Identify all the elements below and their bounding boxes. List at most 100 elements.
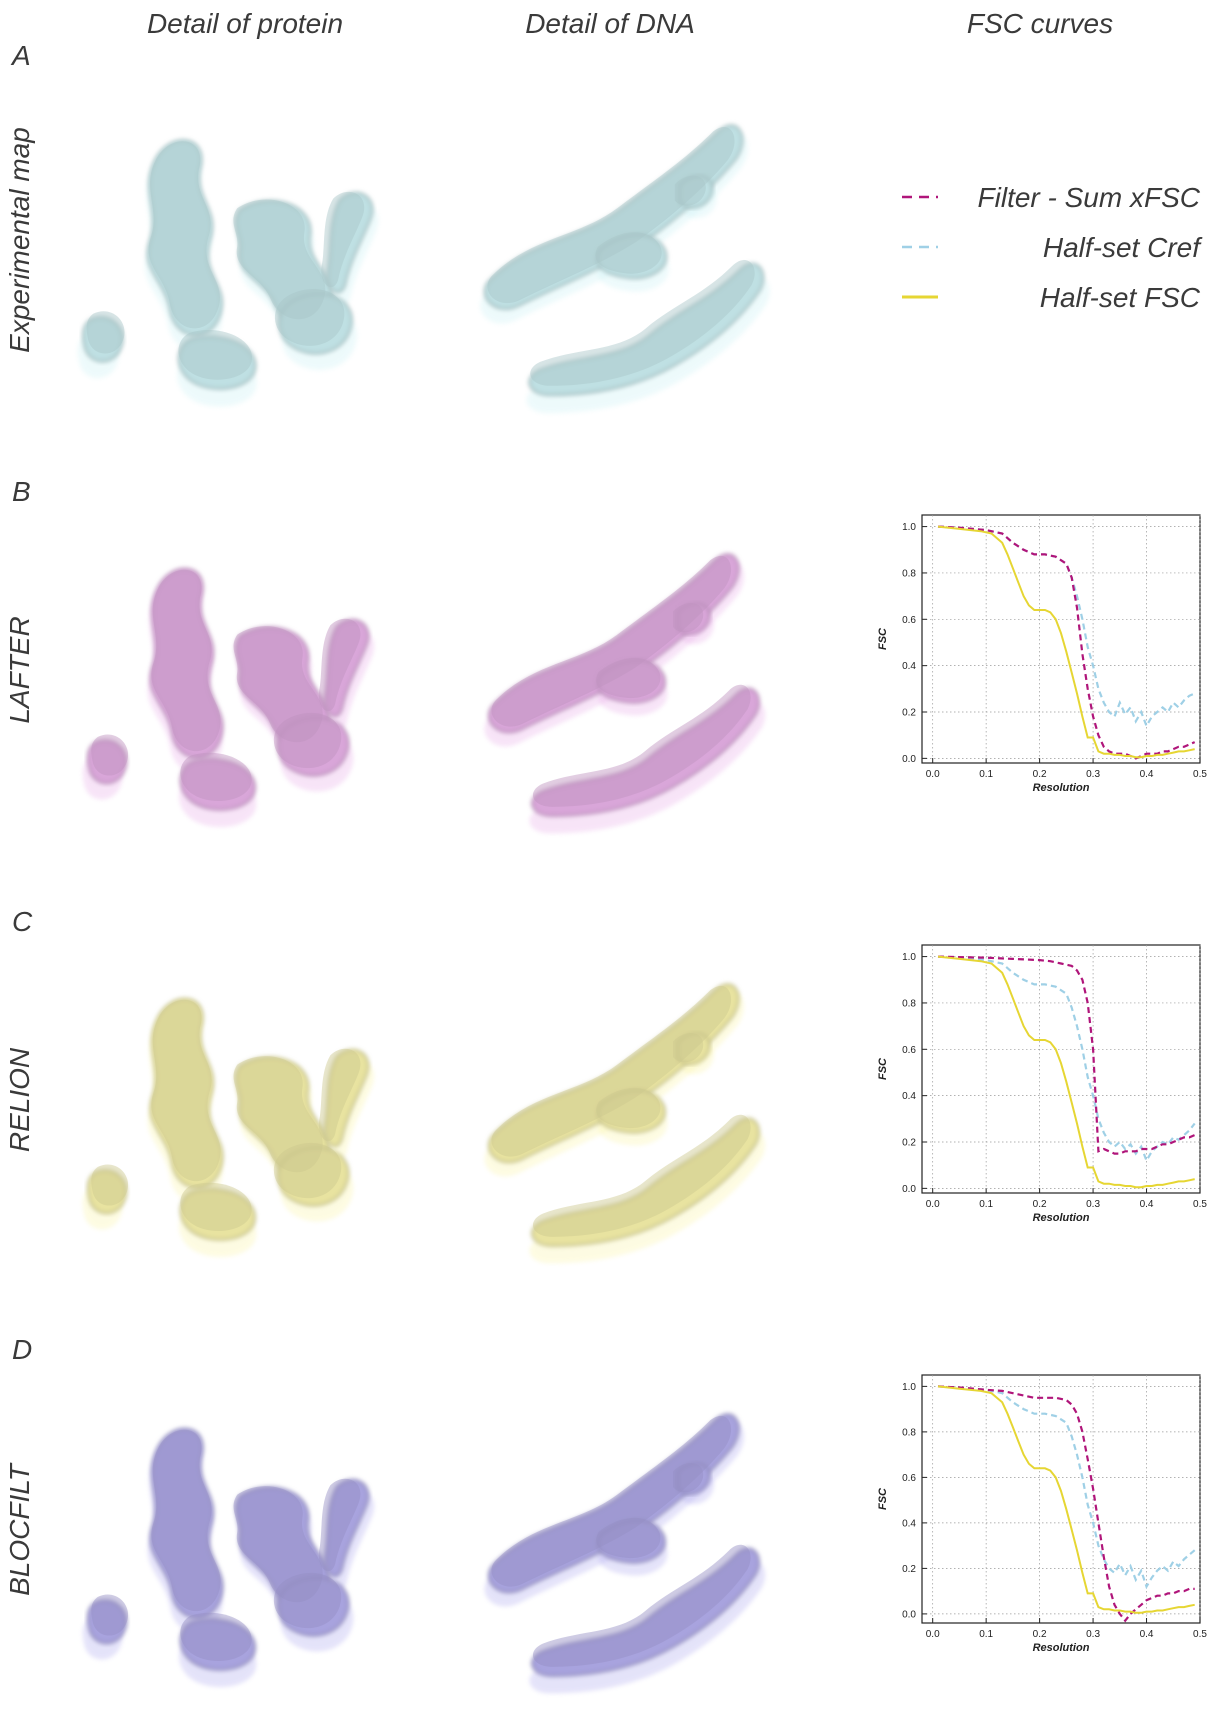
y-tick-label: 0.8 [902, 1427, 916, 1438]
density-shadow [151, 1429, 221, 1612]
y-tick-label: 1.0 [902, 522, 916, 533]
density-lobe [179, 758, 256, 811]
density-lobe [596, 234, 668, 280]
fsc-chart-svg: 0.0 0.1 0.2 0.3 0.4 0.5 0.0 0.2 0.4 0.6 0.8 1.0 Reso… [877, 1374, 1207, 1654]
x-tick-label: 0.5 [1193, 769, 1207, 780]
density-lobe [82, 316, 124, 363]
density-shadow [596, 1517, 661, 1559]
density-shadow [178, 329, 253, 380]
density-lobe [679, 175, 714, 209]
density-shadow [273, 1142, 342, 1199]
density-lobe [487, 983, 740, 1164]
row-label-experimental: Experimental map [0, 100, 40, 380]
density-lobe [597, 1519, 666, 1564]
x-tick-label: 0.2 [1033, 1629, 1047, 1640]
density-shadow [91, 1164, 129, 1206]
density-lobe [677, 1032, 711, 1065]
x-tick-label: 0.3 [1086, 1199, 1100, 1210]
density-lobe [677, 1462, 711, 1495]
row-label-relion: RELION [0, 970, 40, 1230]
fsc-chart-svg: 0.0 0.1 0.2 0.3 0.4 0.5 0.0 0.2 0.4 0.6 0.8 1.0 Reso… [877, 514, 1207, 794]
x-tick-label: 0.1 [979, 1629, 993, 1640]
density-lobe [149, 997, 224, 1189]
density-lobe [324, 1478, 370, 1577]
density-shadow [673, 1463, 704, 1493]
density-shadow [233, 199, 326, 320]
density-blob-group [484, 1413, 766, 1694]
x-tick-label: 0.3 [1086, 769, 1100, 780]
fsc-series-line [937, 525, 1196, 760]
density-lobe [86, 739, 128, 785]
fsc-series-line [937, 525, 1195, 759]
density-shadow [148, 141, 220, 329]
density-blob-group [480, 124, 770, 414]
density-lobe [326, 191, 374, 294]
density-shadow [86, 311, 125, 354]
column-header-protein: Detail of protein [146, 8, 344, 39]
panel-letter-c: C [12, 906, 33, 937]
x-tick-label: 0.4 [1140, 769, 1154, 780]
legend-item-half-set-fsc: Half-set FSC [900, 280, 1200, 320]
y-tick-label: 1.0 [902, 952, 916, 963]
density-shadow [532, 1544, 751, 1667]
dna-map-blocfilt [450, 1380, 790, 1700]
panel-letter-a: A [12, 40, 31, 71]
density-lobe [149, 1427, 224, 1619]
y-tick-label: 0.6 [902, 1045, 916, 1056]
legend-swatch-dashed-magenta [902, 195, 938, 199]
density-shadow [233, 1056, 323, 1173]
density-shadow [180, 752, 252, 801]
fsc-series-line [937, 1385, 1196, 1590]
density-shadow [530, 259, 755, 386]
density-blob-group [484, 553, 766, 834]
y-tick-label: 0.2 [902, 1138, 916, 1149]
density-blob-group [82, 1427, 375, 1688]
row-label-text: BLOCFILT [4, 1464, 35, 1596]
dna-map-relion [450, 950, 790, 1270]
y-tick-label: 0.0 [902, 1609, 916, 1620]
density-shadow [318, 1478, 361, 1572]
y-tick-label: 0.4 [902, 1091, 916, 1102]
density-lobe [531, 1117, 760, 1247]
row-label-text: LAFTER [4, 616, 35, 724]
fsc-series-line [937, 1385, 1195, 1623]
density-shadow [491, 555, 732, 727]
x-tick-label: 0.4 [1140, 1199, 1154, 1210]
density-lobe [597, 659, 666, 704]
density-shadow [91, 1594, 129, 1636]
y-tick-label: 1.0 [902, 1382, 916, 1393]
density-lobe [531, 1547, 760, 1677]
legend-item-sum-xfsc: Filter - Sum xFSC [900, 180, 1200, 220]
density-lobe [86, 1169, 128, 1215]
density-shadow [673, 603, 704, 633]
y-tick-label: 0.8 [902, 568, 916, 579]
x-tick-label: 0.2 [1033, 1199, 1047, 1210]
density-lobe [487, 1413, 740, 1594]
panel-letter-b: B [12, 476, 31, 507]
density-shadow [151, 569, 221, 752]
x-axis-label: Resolution [1033, 782, 1090, 794]
y-tick-label: 0.6 [902, 1473, 916, 1484]
fsc-series-line [937, 955, 1195, 1189]
density-shadow [273, 712, 342, 769]
x-axis-label: Resolution [1033, 1642, 1090, 1654]
x-tick-label: 0.5 [1193, 1629, 1207, 1640]
fsc-chart-relion: 0.0 0.1 0.2 0.3 0.4 0.5 0.0 0.2 0.4 0.6 0.8 1.0 Reso… [870, 935, 1210, 1230]
fsc-series-line [937, 955, 1196, 1164]
x-tick-label: 0.1 [979, 769, 993, 780]
density-shadow [673, 1033, 704, 1063]
density-shadow [233, 1486, 323, 1603]
protein-map-relion [70, 950, 410, 1270]
y-tick-label: 0.0 [902, 1184, 916, 1195]
density-shadow [180, 1182, 252, 1231]
legend-label: Half-set FSC [1039, 282, 1200, 313]
panel-letter-d: D [12, 1334, 33, 1365]
density-lobe [146, 139, 223, 336]
density-shadow [596, 657, 661, 699]
density-lobe [483, 124, 744, 310]
y-tick-label: 0.6 [902, 615, 916, 626]
density-lobe [528, 263, 765, 397]
y-tick-label: 0.8 [902, 998, 916, 1009]
legend-label: Filter - Sum xFSC [977, 182, 1200, 213]
density-blob-group [82, 997, 375, 1258]
